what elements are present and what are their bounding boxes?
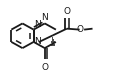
Text: N: N [35,20,41,29]
Text: O: O [41,63,48,72]
Text: N: N [41,13,48,22]
Text: N: N [34,37,41,46]
Text: O: O [76,25,83,34]
Text: O: O [63,7,70,16]
